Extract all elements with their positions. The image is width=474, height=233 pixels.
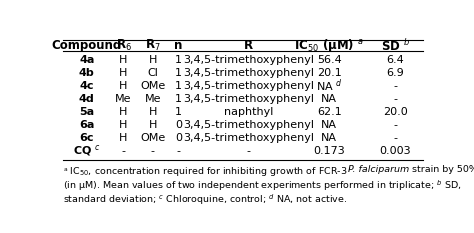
Text: OMe: OMe bbox=[140, 133, 165, 143]
Text: 4a: 4a bbox=[79, 55, 94, 65]
Text: H: H bbox=[119, 133, 128, 143]
Text: SD $^b$: SD $^b$ bbox=[381, 38, 410, 54]
Text: Me: Me bbox=[145, 94, 161, 104]
Text: -: - bbox=[393, 120, 397, 130]
Text: -: - bbox=[393, 133, 397, 143]
Text: NA: NA bbox=[321, 133, 337, 143]
Text: 1: 1 bbox=[175, 81, 182, 91]
Text: 62.1: 62.1 bbox=[317, 107, 342, 117]
Text: 4b: 4b bbox=[79, 68, 95, 78]
Text: n: n bbox=[174, 39, 183, 52]
Text: Me: Me bbox=[115, 94, 132, 104]
Text: 0.173: 0.173 bbox=[313, 146, 345, 156]
Text: 1: 1 bbox=[175, 94, 182, 104]
Text: H: H bbox=[119, 81, 128, 91]
Text: R$_6$: R$_6$ bbox=[116, 38, 131, 53]
Text: -: - bbox=[121, 146, 126, 156]
Text: 1: 1 bbox=[175, 55, 182, 65]
Text: H: H bbox=[149, 107, 157, 117]
Text: 6.9: 6.9 bbox=[386, 68, 404, 78]
Text: Cl: Cl bbox=[147, 68, 158, 78]
Text: 5a: 5a bbox=[79, 107, 94, 117]
Text: 4c: 4c bbox=[80, 81, 94, 91]
Text: -: - bbox=[177, 146, 181, 156]
Text: 0: 0 bbox=[175, 133, 182, 143]
Text: P. falciparum: P. falciparum bbox=[348, 165, 410, 174]
Text: 3,4,5-trimethoxyphenyl: 3,4,5-trimethoxyphenyl bbox=[183, 68, 314, 78]
Text: 20.1: 20.1 bbox=[317, 68, 342, 78]
Text: 4d: 4d bbox=[79, 94, 95, 104]
Text: 3,4,5-trimethoxyphenyl: 3,4,5-trimethoxyphenyl bbox=[183, 133, 314, 143]
Text: 6.4: 6.4 bbox=[386, 55, 404, 65]
Text: H: H bbox=[119, 68, 128, 78]
Text: H: H bbox=[119, 107, 128, 117]
Text: 56.4: 56.4 bbox=[317, 55, 342, 65]
Text: -: - bbox=[393, 94, 397, 104]
Text: IC$_{50}$ (μM) $^a$: IC$_{50}$ (μM) $^a$ bbox=[294, 38, 364, 54]
Text: standard deviation; $^c$ Chloroquine, control; $^d$ NA, not active.: standard deviation; $^c$ Chloroquine, co… bbox=[63, 192, 347, 207]
Text: NA: NA bbox=[321, 120, 337, 130]
Text: 6c: 6c bbox=[80, 133, 94, 143]
Text: -: - bbox=[151, 146, 155, 156]
Text: R: R bbox=[244, 39, 253, 52]
Text: NA: NA bbox=[321, 94, 337, 104]
Text: strain by 50%: strain by 50% bbox=[410, 165, 474, 174]
Text: naphthyl: naphthyl bbox=[224, 107, 273, 117]
Text: 0: 0 bbox=[175, 120, 182, 130]
Text: H: H bbox=[149, 55, 157, 65]
Text: ᵃ IC$_{50}$, concentration required for inhibiting growth of FCR-3: ᵃ IC$_{50}$, concentration required for … bbox=[63, 165, 348, 178]
Text: 3,4,5-trimethoxyphenyl: 3,4,5-trimethoxyphenyl bbox=[183, 120, 314, 130]
Text: 1: 1 bbox=[175, 107, 182, 117]
Text: OMe: OMe bbox=[140, 81, 165, 91]
Text: R$_7$: R$_7$ bbox=[145, 38, 161, 53]
Text: 3,4,5-trimethoxyphenyl: 3,4,5-trimethoxyphenyl bbox=[183, 94, 314, 104]
Text: 3,4,5-trimethoxyphenyl: 3,4,5-trimethoxyphenyl bbox=[183, 81, 314, 91]
Text: 3,4,5-trimethoxyphenyl: 3,4,5-trimethoxyphenyl bbox=[183, 55, 314, 65]
Text: 6a: 6a bbox=[79, 120, 94, 130]
Text: (in μM). Mean values of two independent experiments performed in triplicate; $^b: (in μM). Mean values of two independent … bbox=[63, 179, 462, 193]
Text: H: H bbox=[119, 120, 128, 130]
Text: -: - bbox=[393, 81, 397, 91]
Text: H: H bbox=[119, 55, 128, 65]
Text: Compound: Compound bbox=[52, 39, 122, 52]
Text: NA $^d$: NA $^d$ bbox=[316, 78, 343, 94]
Text: 20.0: 20.0 bbox=[383, 107, 408, 117]
Text: H: H bbox=[149, 120, 157, 130]
Text: 1: 1 bbox=[175, 68, 182, 78]
Text: 0.003: 0.003 bbox=[380, 146, 411, 156]
Text: -: - bbox=[246, 146, 250, 156]
Text: CQ $^c$: CQ $^c$ bbox=[73, 143, 100, 158]
